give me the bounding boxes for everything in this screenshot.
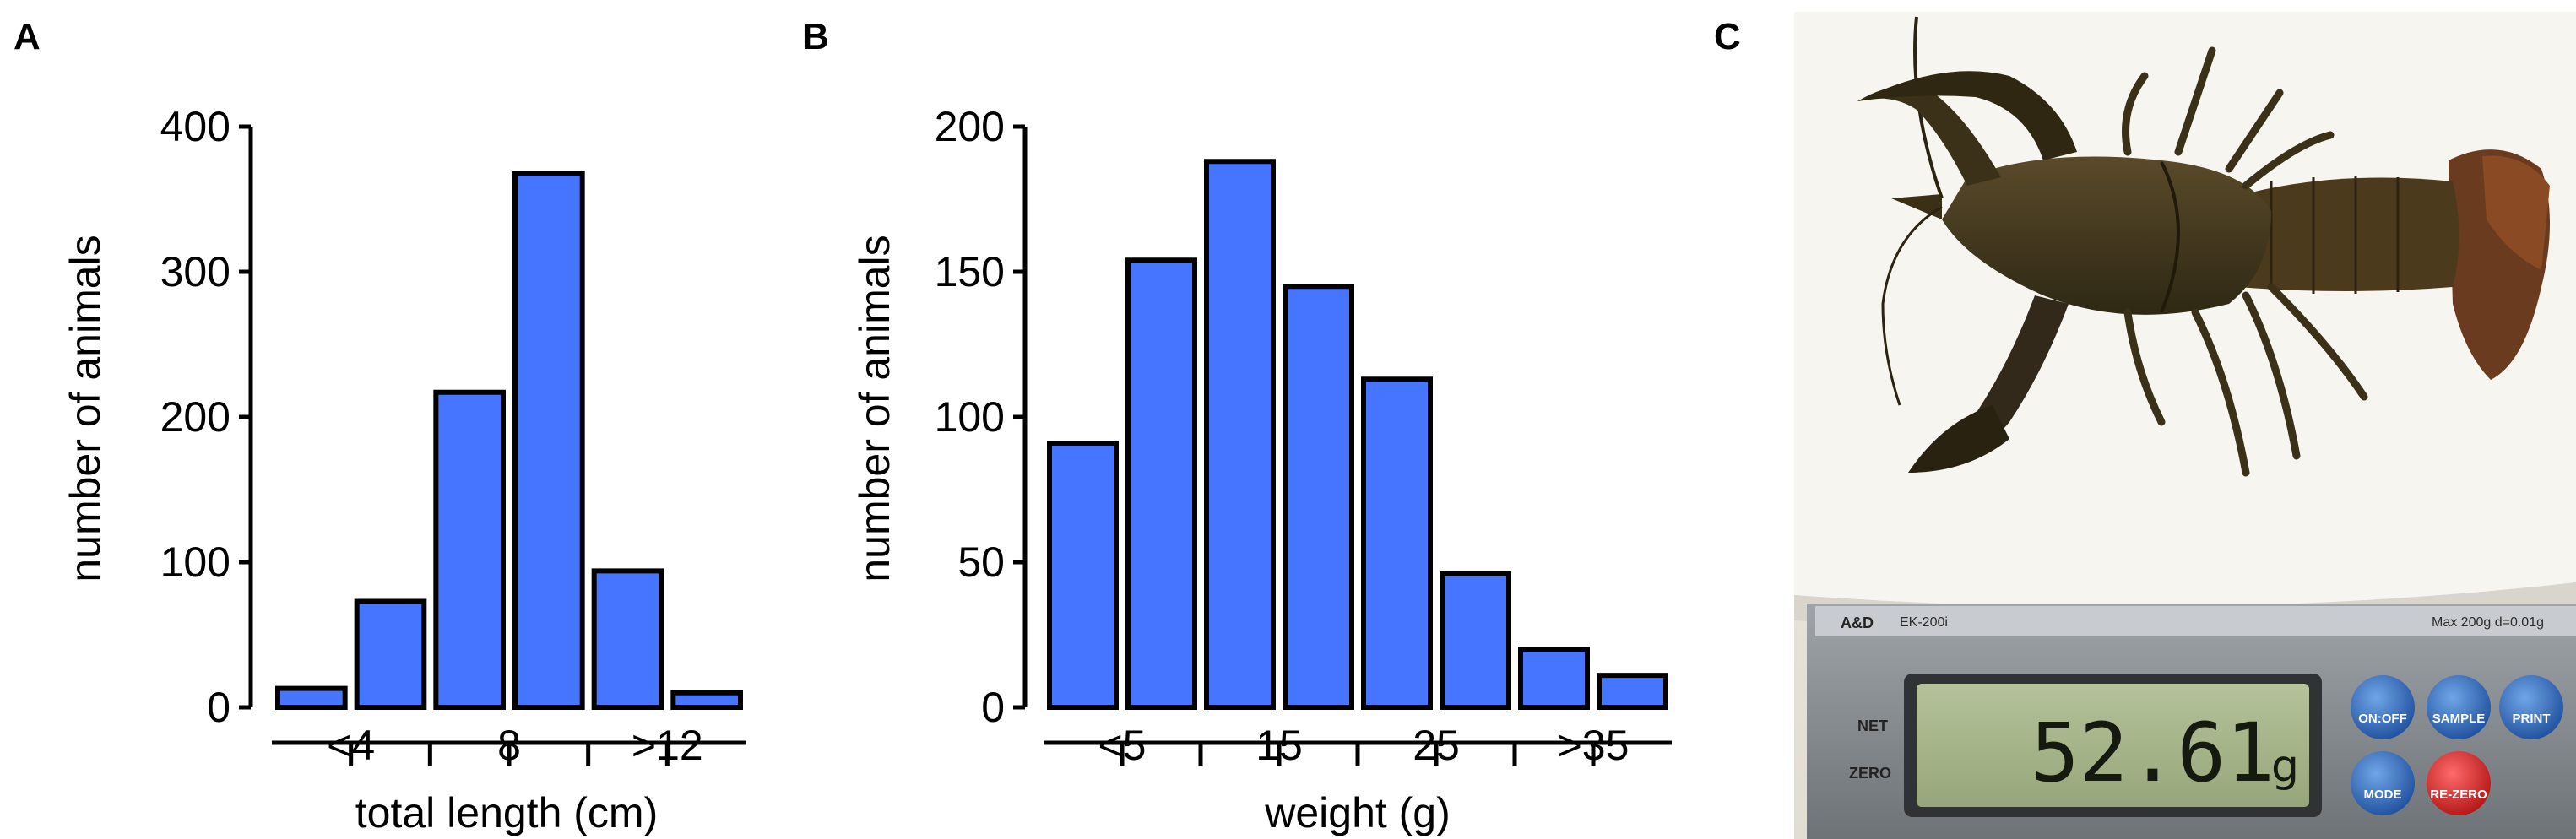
chart-a-bar-4 — [594, 571, 662, 707]
chart-b-bar-0 — [1049, 443, 1116, 707]
chart-a-y-tick-label-1: 100 — [160, 539, 230, 586]
weight-histogram-axes — [1013, 127, 1672, 766]
mode-label: MODE — [2364, 788, 2402, 802]
weight-histogram-labels: 0 50 100 150 200 <5 15 25 >35 — [935, 103, 1630, 769]
print-button — [2499, 675, 2563, 739]
sample-label: SAMPLE — [2432, 712, 2486, 726]
mode-button — [2351, 751, 2415, 815]
chart-a-y-tick-label-0: 0 — [207, 684, 230, 731]
lcd-screen — [1917, 684, 2309, 807]
lcd-unit: g — [2271, 741, 2299, 792]
rezero-label: RE-ZERO — [2430, 788, 2487, 802]
scale-model-text: EK-200i — [1900, 615, 1948, 630]
chart-b-ylabel: number of animals — [851, 235, 898, 582]
chart-b-bar-3 — [1285, 286, 1352, 707]
chart-a-x-tick-label-1: 8 — [497, 722, 521, 769]
chart-b-bar-4 — [1364, 379, 1430, 707]
rezero-button — [2427, 751, 2491, 815]
chart-b-x-tick-label-1: 15 — [1255, 722, 1303, 769]
weight-histogram-chart: 0 50 100 150 200 <5 15 25 >35 weight (g) number … — [851, 103, 1672, 836]
panel-a-letter: A — [14, 16, 41, 57]
chart-b-bar-1 — [1128, 260, 1195, 707]
chart-a-y-tick-label-3: 300 — [160, 248, 230, 295]
length-histogram-labels: 0 100 200 300 400 <4 8 >12 — [160, 103, 703, 769]
print-label: PRINT — [2513, 712, 2551, 726]
chart-a-x-tick-label-2: >12 — [632, 722, 703, 769]
chart-b-bar-6 — [1521, 649, 1587, 707]
chart-b-x-tick-label-2: 25 — [1413, 722, 1460, 769]
zero-label: ZERO — [1849, 765, 1891, 782]
chart-b-y-tick-label-0: 0 — [981, 684, 1005, 731]
onoff-label: ON:OFF — [2358, 712, 2407, 726]
crayfish-illustration — [1857, 16, 2550, 477]
scale-brand-text: A&D — [1841, 614, 1874, 631]
length-histogram-chart: 0 100 200 300 400 <4 8 >12 total length (cm) nu… — [62, 103, 746, 836]
chart-b-bar-7 — [1599, 675, 1666, 707]
chart-a-y-tick-label-4: 400 — [160, 103, 230, 150]
sample-button — [2427, 675, 2491, 739]
scale-spec-text: Max 200g d=0.01g — [2432, 615, 2544, 630]
crayfish-on-scale-photo: A&D EK-200i Max 200g d=0.01g 52.61 g NET… — [1794, 12, 2576, 839]
chart-b-y-tick-label-2: 100 — [935, 393, 1005, 441]
chart-b-y-tick-label-3: 150 — [935, 248, 1005, 295]
chart-b-bar-5 — [1442, 574, 1509, 707]
panel-b-letter: B — [802, 16, 829, 57]
chart-a-bar-2 — [436, 392, 503, 707]
chart-b-x-tick-label-0: <5 — [1098, 722, 1146, 769]
chart-b-bar-2 — [1207, 161, 1273, 707]
chart-b-y-tick-label-4: 200 — [935, 103, 1005, 150]
net-label: NET — [1857, 717, 1888, 734]
length-histogram-axes — [239, 127, 746, 766]
panel-c-letter: C — [1714, 16, 1741, 57]
weight-histogram-bars — [1049, 161, 1666, 707]
chart-b-y-tick-label-1: 50 — [957, 539, 1005, 586]
chart-b-xlabel: weight (g) — [1264, 789, 1451, 836]
chart-a-x-tick-label-0: <4 — [327, 722, 375, 769]
chart-a-bar-3 — [515, 173, 583, 707]
chart-a-y-tick-label-2: 200 — [160, 393, 230, 441]
onoff-button — [2351, 675, 2415, 739]
chart-a-ylabel: number of animals — [62, 235, 109, 582]
chart-a-bar-5 — [673, 693, 740, 707]
chart-b-x-tick-label-3: >35 — [1558, 722, 1630, 769]
chart-a-bar-1 — [357, 601, 425, 707]
length-histogram-bars — [278, 173, 740, 707]
lcd-reading: 52.61 — [2031, 706, 2275, 800]
chart-a-xlabel: total length (cm) — [355, 789, 658, 836]
chart-a-bar-0 — [278, 689, 345, 707]
scale-label-strip — [1815, 606, 2576, 636]
